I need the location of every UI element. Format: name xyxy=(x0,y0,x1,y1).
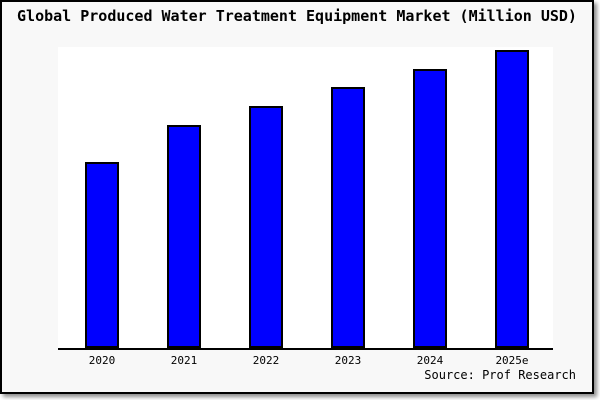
x-tick-label-2024: 2024 xyxy=(416,354,444,367)
chart-figure: Global Produced Water Treatment Equipmen… xyxy=(0,0,594,394)
bar-2021 xyxy=(167,125,201,348)
bar-2023 xyxy=(331,87,365,348)
source-credit: Source: Prof Research xyxy=(424,368,576,382)
x-tick-label-2020: 2020 xyxy=(88,354,116,367)
bar-2024 xyxy=(413,69,447,348)
chart-title: Global Produced Water Treatment Equipmen… xyxy=(17,7,577,25)
x-tick-label-2025e: 2025e xyxy=(495,354,529,367)
bar-2022 xyxy=(249,106,283,348)
x-tick-label-2023: 2023 xyxy=(334,354,362,367)
bar-2020 xyxy=(85,162,119,348)
x-tick-label-2021: 2021 xyxy=(170,354,198,367)
x-tick-label-2022: 2022 xyxy=(252,354,280,367)
plot-area xyxy=(58,47,553,350)
bar-2025e xyxy=(495,50,529,348)
